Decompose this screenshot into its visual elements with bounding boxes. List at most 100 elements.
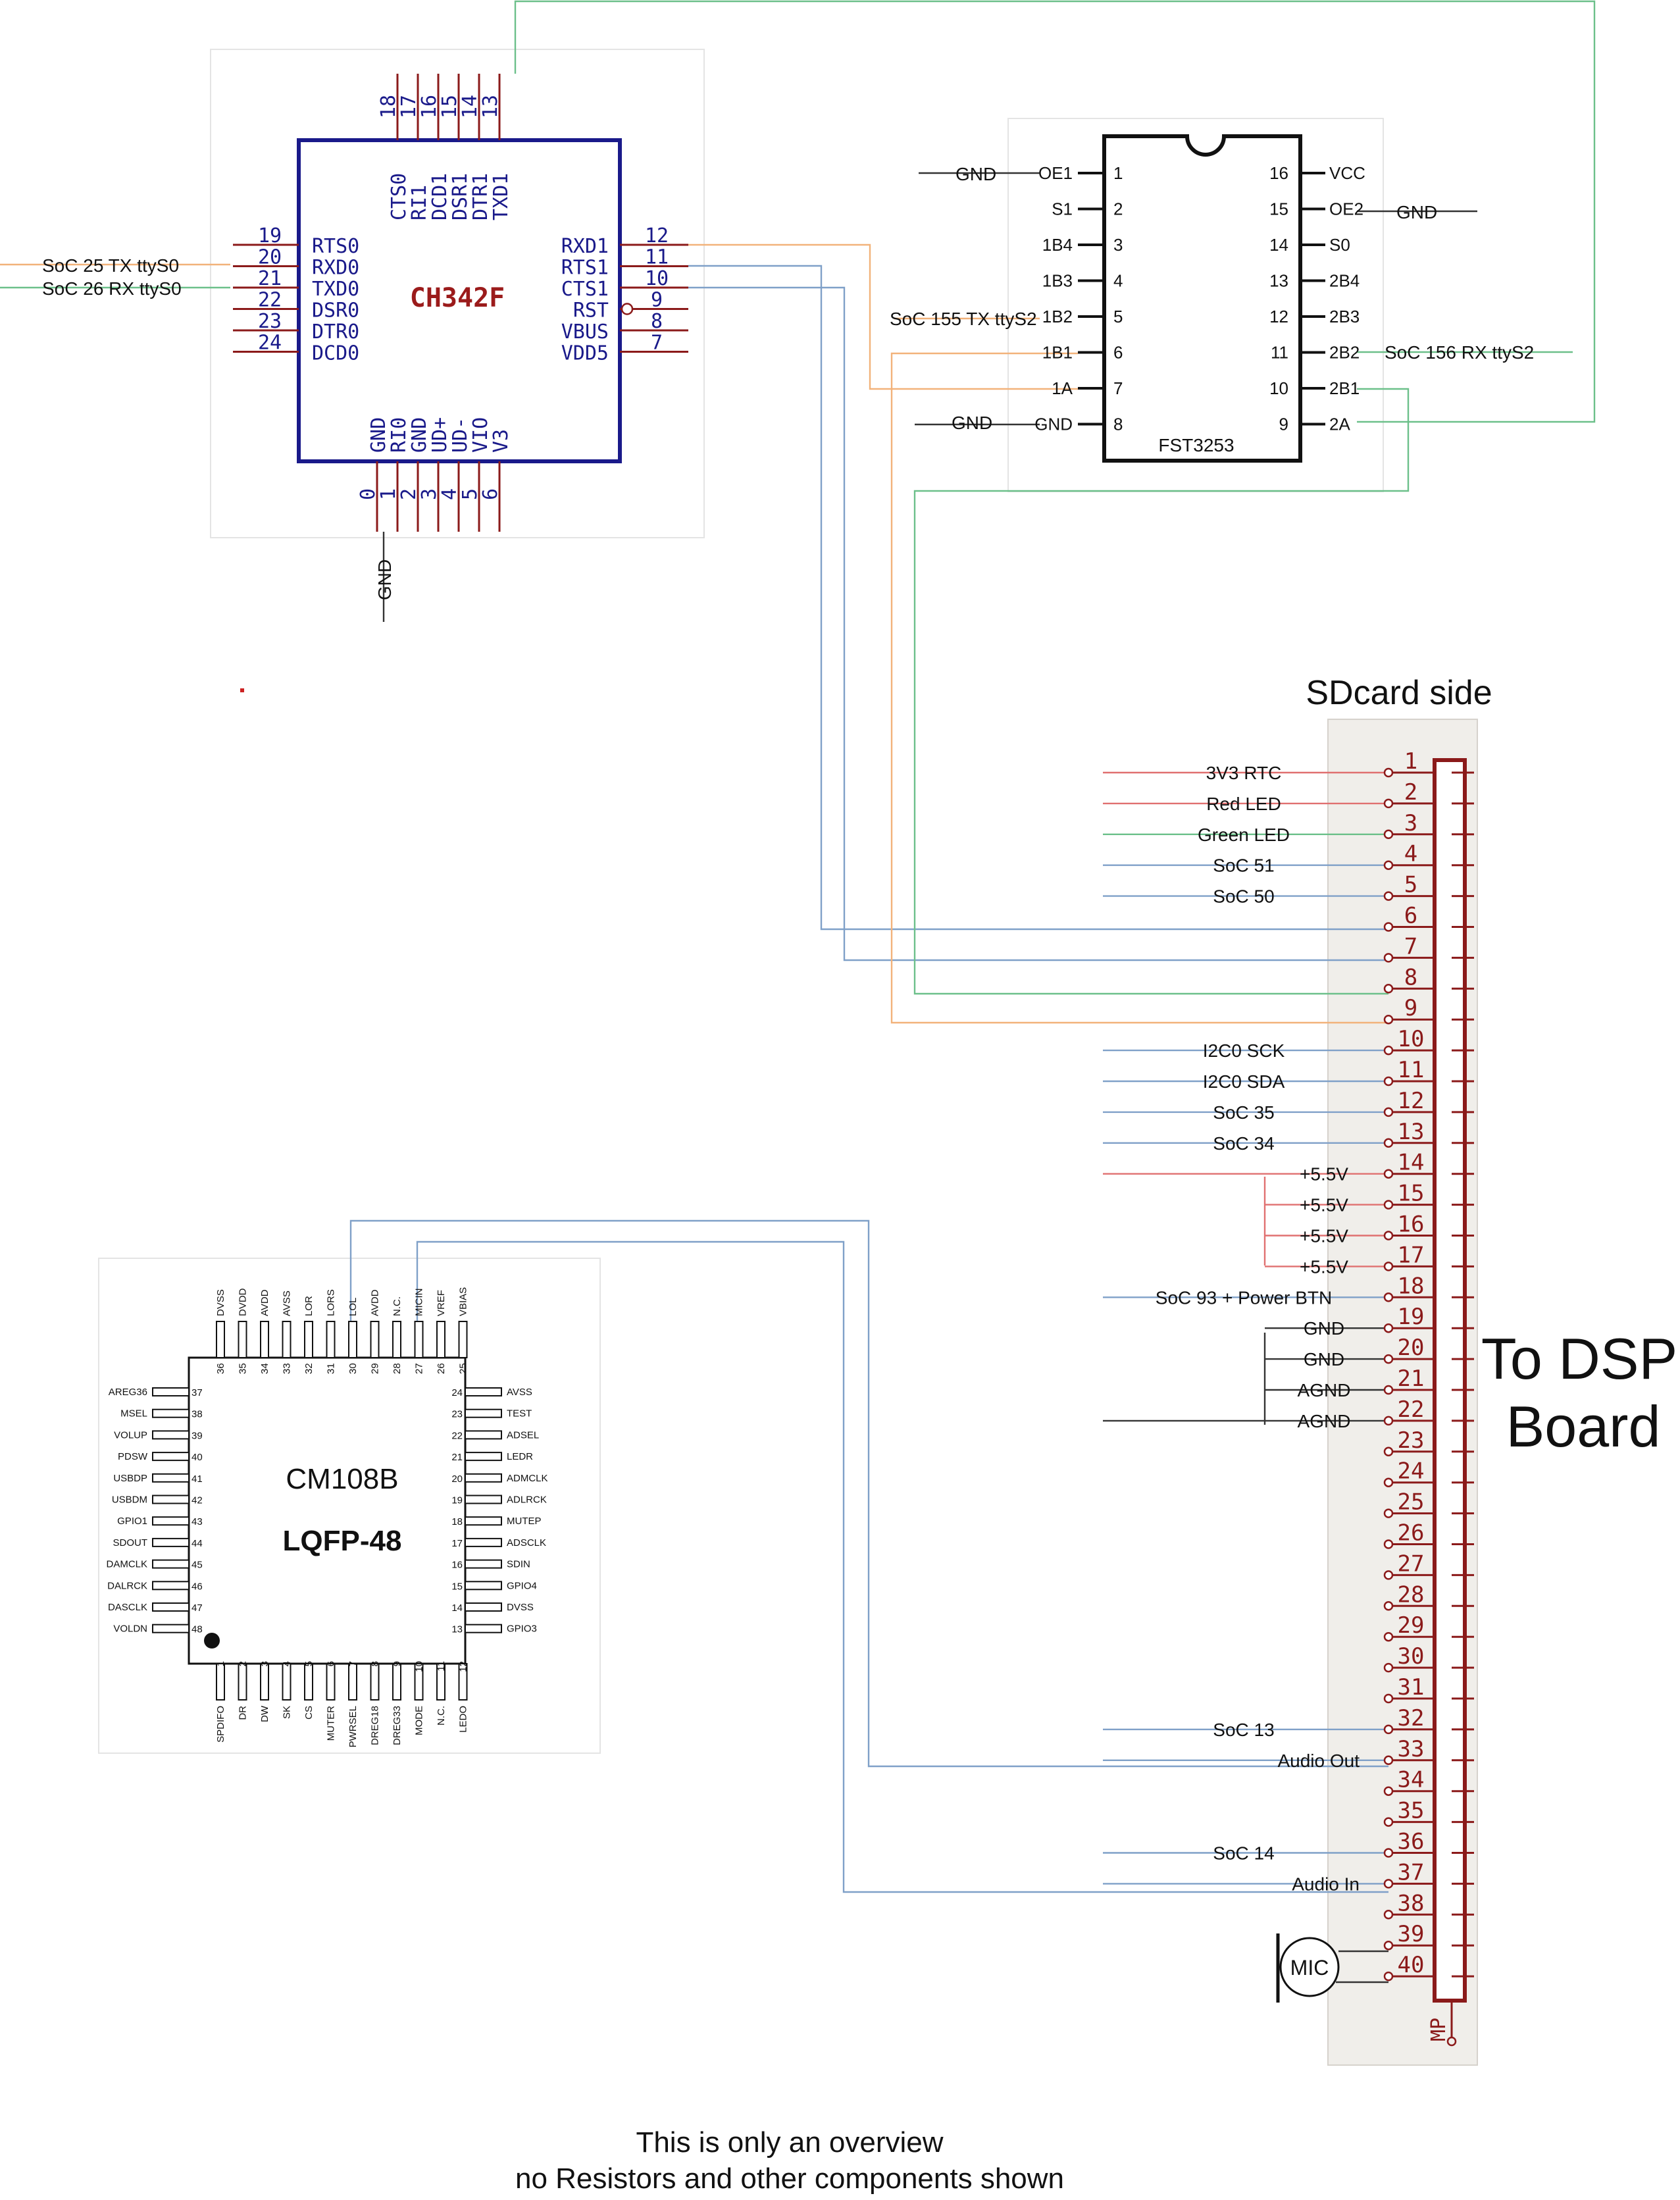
conn-net-label-21: AGND	[1298, 1380, 1351, 1400]
conn-pin-end-21	[1383, 1385, 1394, 1395]
ch-pin-name-15: DSR1	[449, 173, 472, 220]
conn-pin-num-20: 20	[1398, 1335, 1425, 1361]
cm-pin-name-2: DR	[238, 1706, 249, 1720]
cm-pin-8	[370, 1663, 380, 1701]
cm-pin-38	[152, 1408, 190, 1418]
conn-net-label-36: SoC 14	[1213, 1843, 1274, 1864]
fst-pin-name-12: 2B3	[1329, 307, 1360, 326]
cm-pin-name-20: ADMCLK	[507, 1473, 548, 1484]
cm-pin-43	[152, 1516, 190, 1526]
conn-net-label-10: I2C0 SCK	[1203, 1040, 1285, 1061]
cm-pin-name-32: LOR	[303, 1296, 315, 1316]
ch-pin-name-20: RXD0	[312, 257, 359, 280]
cm-pin-num-32: 32	[303, 1363, 315, 1374]
cm-pin-name-11: N.C.	[436, 1706, 447, 1726]
conn-pin-end-31	[1383, 1693, 1394, 1704]
connector-mp-end	[1446, 2036, 1457, 2047]
cm-pin-num-26: 26	[436, 1363, 447, 1374]
cm-pin-10	[414, 1663, 424, 1701]
cm-pin-25	[458, 1321, 468, 1358]
ch-pin-num-8: 8	[651, 310, 663, 333]
cm-pin-name-38: MSEL	[120, 1408, 147, 1420]
conn-pin-end-35	[1383, 1817, 1394, 1827]
conn-net-label-5: SoC 50	[1213, 886, 1274, 907]
conn-pin-end-25	[1383, 1508, 1394, 1518]
cm108b-chip: CM108B LQFP-48 37AREG3638MSEL39VOLUP40PD…	[106, 1287, 547, 1748]
ch-pin-num-22: 22	[258, 289, 282, 312]
dsp-connector: 1 3V3 RTC 2 Red LED 3 Green LED 4 SoC 51 5 SoC 50…	[1156, 748, 1474, 2047]
conn-pin-end-22	[1383, 1416, 1394, 1426]
cm-pin-name-46: DALRCK	[107, 1580, 147, 1591]
cm-pin-num-8: 8	[370, 1661, 381, 1666]
conn-net-label-3: Green LED	[1198, 825, 1290, 845]
fst-pin-num-15: 15	[1269, 199, 1288, 219]
net-soc26-rx: SoC 26 RX ttyS0	[42, 278, 182, 299]
conn-net-label-11: I2C0 SDA	[1203, 1071, 1285, 1092]
ch-pin-name-17: RI1	[408, 185, 431, 220]
conn-net-label-14: +5.5V	[1300, 1164, 1348, 1185]
fst-pin-name-14: S0	[1329, 235, 1350, 255]
ch-pin-num-b5: 5	[459, 488, 482, 500]
cm-pin-name-43: GPIO1	[117, 1516, 147, 1527]
cm-pin-name-10: MODE	[414, 1706, 425, 1735]
conn-pin-num-33: 33	[1398, 1736, 1425, 1762]
cm-pin-name-4: SK	[282, 1706, 293, 1719]
cm-pin-name-25: VBIAS	[458, 1287, 469, 1316]
conn-pin-num-30: 30	[1398, 1643, 1425, 1670]
conn-pin-end-27	[1383, 1570, 1394, 1580]
cm-pin-6	[326, 1663, 336, 1701]
cm-pin-33	[282, 1321, 292, 1358]
fst-pin-name-11: 2B2	[1329, 343, 1360, 363]
conn-pin-end-34	[1383, 1786, 1394, 1796]
cm-pin-22	[465, 1430, 502, 1440]
cm-pin-27	[414, 1321, 424, 1358]
cm-pin-num-18: 18	[451, 1516, 463, 1527]
cm-pin-name-44: SDOUT	[113, 1537, 148, 1548]
conn-pin-num-6: 6	[1404, 903, 1417, 929]
conn-pin-end-28	[1383, 1601, 1394, 1611]
fst-pin-num-14: 14	[1269, 235, 1288, 255]
fst-pin-name-6: 1B1	[1042, 343, 1073, 363]
wire-2b1-pin8	[913, 388, 1410, 995]
cm-pin-40	[152, 1452, 190, 1462]
conn-pin-num-19: 19	[1398, 1304, 1425, 1330]
conn-net-label-33: Audio Out	[1277, 1751, 1360, 1771]
fst-pin-num-7: 7	[1113, 378, 1123, 398]
cm-pin-30	[348, 1321, 357, 1358]
cm-pin-name-36: DVSS	[215, 1289, 226, 1316]
conn-pin-num-13: 13	[1398, 1119, 1425, 1145]
fst3253-chip: FST3253 1 OE1 2 S1 3 1B4 4 1B3 5 1B2 6 1B1 7 1A 8 GND 16…	[1034, 134, 1365, 463]
ch-pin-num-b6: 6	[479, 488, 502, 500]
cm-pin-name-34: AVDD	[259, 1289, 270, 1316]
conn-pin-num-32: 32	[1398, 1705, 1425, 1731]
cm-pin-13	[465, 1624, 502, 1633]
conn-pin-end-2	[1383, 798, 1394, 809]
fst-pin-name-7: 1A	[1052, 378, 1073, 398]
cm-pin-num-11: 11	[436, 1661, 447, 1672]
conn-pin-num-29: 29	[1398, 1612, 1425, 1639]
cm-pin-28	[392, 1321, 401, 1358]
cm-pin-num-19: 19	[451, 1495, 463, 1506]
wire-rxd1-1a	[688, 243, 1078, 390]
conn-pin-num-2: 2	[1404, 779, 1417, 806]
fst-pin-name-15: OE2	[1329, 199, 1363, 219]
ch-pin-name-19: RTS0	[312, 235, 359, 258]
conn-pin-end-36	[1383, 1848, 1394, 1858]
cm-pin-name-33: AVSS	[282, 1291, 293, 1316]
conn-pin-end-4	[1383, 860, 1394, 870]
conn-net-label-15: +5.5V	[1300, 1195, 1348, 1215]
cm108b-body	[188, 1356, 467, 1665]
cm-pin-num-31: 31	[326, 1363, 337, 1374]
fst-pin-name-2: S1	[1052, 199, 1073, 219]
cm-pin-9	[392, 1663, 401, 1701]
cm-pin-41	[152, 1473, 190, 1483]
ch-rst-bubble	[621, 303, 634, 315]
conn-pin-num-37: 37	[1398, 1859, 1425, 1885]
cm-pin-name-7: PWRSEL	[347, 1706, 359, 1747]
fst3253-pins: 1 OE1 2 S1 3 1B4 4 1B3 5 1B2 6 1B1 7 1A 8 GND 16 VCC 15 OE2…	[1034, 163, 1365, 434]
conn-net-label-18: SoC 93 + Power BTN	[1156, 1287, 1332, 1308]
conn-pin-num-7: 7	[1404, 933, 1417, 959]
ch-pin-name-12: RXD1	[561, 235, 609, 258]
ch-pin-name-b1: RI0	[388, 417, 411, 453]
ch-pin-num-b1: 1	[377, 488, 400, 500]
